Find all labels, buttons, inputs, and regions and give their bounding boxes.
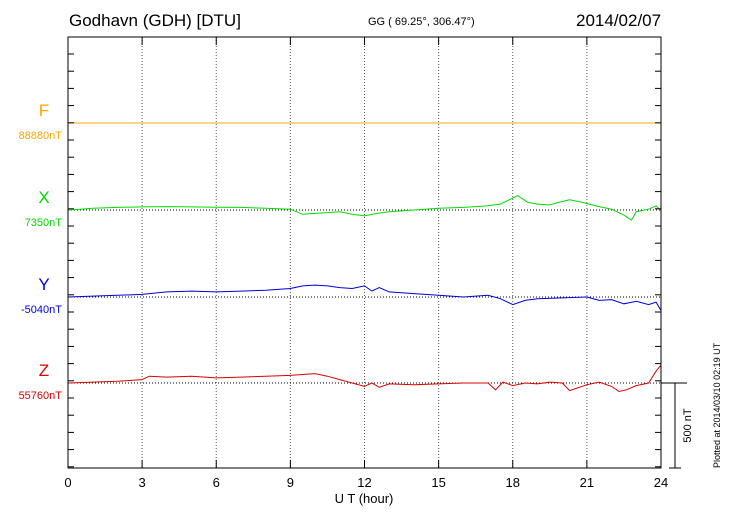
series-line-x: [67, 195, 662, 221]
series-baseline-f: 88880nT: [19, 130, 63, 142]
grid-lines: [141, 37, 588, 468]
series-traces: [67, 122, 662, 393]
scale-bar: 500 nT: [661, 382, 694, 469]
series-labels: F 88880nT X 7350nT Y -5040nT Z 55760nT: [19, 101, 63, 402]
series-line-y: [67, 284, 662, 311]
x-tick-label: 6: [213, 475, 220, 490]
series-baseline-y: -5040nT: [21, 304, 62, 316]
series-baseline-z: 55760nT: [19, 390, 63, 402]
x-tick-label: 3: [139, 475, 146, 490]
series-name-x: X: [38, 188, 49, 207]
series-name-z: Z: [39, 361, 49, 380]
x-tick-label: 15: [431, 475, 445, 490]
x-tick-label: 0: [64, 475, 71, 490]
x-tick-label: 24: [654, 475, 668, 490]
plotted-timestamp: Plotted at 2014/03/10 02:19 UT: [712, 342, 722, 468]
series-line-z: [67, 364, 662, 393]
series-name-y: Y: [38, 275, 49, 294]
x-tick-label: 9: [287, 475, 294, 490]
station-coordinates: GG ( 69.25°, 306.47°): [368, 16, 475, 28]
station-title: Godhavn (GDH) [DTU]: [69, 11, 241, 30]
x-tick-label: 21: [580, 475, 594, 490]
series-baseline-x: 7350nT: [25, 217, 63, 229]
x-axis-label: U T (hour): [335, 491, 394, 506]
x-tick-label: 12: [357, 475, 371, 490]
chart-date: 2014/02/07: [576, 11, 662, 30]
axis-ticks: 0 3 6 9 12 15 18 21 24: [64, 37, 668, 490]
scale-bar-label: 500 nT: [682, 408, 694, 443]
x-tick-label: 18: [506, 475, 520, 490]
series-name-f: F: [39, 101, 49, 120]
